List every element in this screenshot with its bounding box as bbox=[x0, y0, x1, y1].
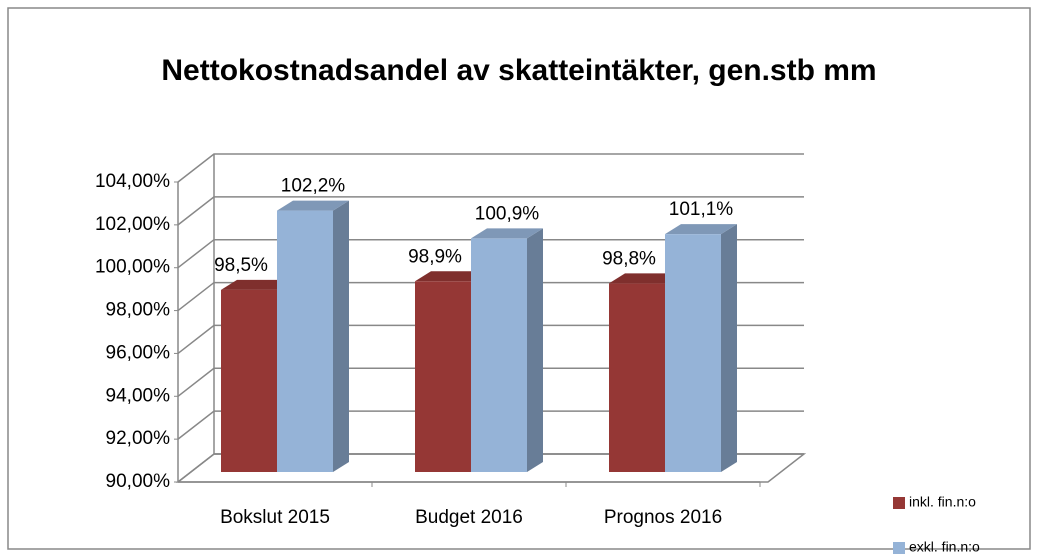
bar bbox=[665, 234, 721, 472]
grid-line bbox=[177, 367, 804, 397]
y-tick-label: 104,00% bbox=[95, 171, 170, 192]
bar bbox=[609, 283, 665, 472]
legend-swatch bbox=[893, 497, 905, 509]
y-tick-label: 92,00% bbox=[106, 428, 171, 449]
bar-side bbox=[721, 224, 737, 472]
data-label: 102,2% bbox=[281, 176, 346, 197]
y-tick-label: 94,00% bbox=[106, 385, 171, 406]
y-tick-label: 96,00% bbox=[106, 342, 171, 363]
bar-side bbox=[333, 200, 349, 473]
y-tick-label: 100,00% bbox=[95, 257, 170, 278]
y-tick-label: 102,00% bbox=[95, 214, 170, 235]
data-label: 101,1% bbox=[669, 199, 734, 220]
bar-top bbox=[665, 224, 737, 235]
data-label: 98,9% bbox=[408, 246, 462, 267]
bar bbox=[471, 238, 527, 472]
x-tick-label: Bokslut 2015 bbox=[220, 507, 330, 528]
grid-line bbox=[177, 196, 804, 226]
data-label: 98,8% bbox=[602, 248, 656, 269]
legend-label: exkl. fin.n:o bbox=[909, 539, 980, 555]
bar-top bbox=[277, 200, 349, 211]
bar-top bbox=[609, 273, 681, 284]
grid-line bbox=[177, 281, 804, 312]
grid-line bbox=[177, 410, 804, 440]
legend-label: inkl. fin.n:o bbox=[909, 494, 976, 510]
chart-title: Nettokostnadsandel av skatteintäkter, ge… bbox=[161, 54, 876, 87]
data-label: 100,9% bbox=[475, 203, 540, 224]
grid-line bbox=[177, 324, 804, 355]
bar-side bbox=[527, 228, 543, 472]
legend-swatch bbox=[893, 542, 905, 554]
data-label: 98,5% bbox=[214, 255, 268, 276]
y-tick-label: 90,00% bbox=[106, 471, 171, 492]
x-tick-label: Prognos 2016 bbox=[604, 507, 722, 528]
bar bbox=[277, 210, 333, 473]
bar bbox=[415, 281, 471, 472]
y-tick-label: 98,00% bbox=[106, 300, 171, 321]
grid-line bbox=[177, 238, 804, 269]
grid-line bbox=[177, 153, 804, 183]
x-tick-label: Budget 2016 bbox=[415, 507, 523, 528]
bar-top bbox=[471, 228, 543, 239]
grid-line bbox=[177, 453, 804, 483]
bar-top bbox=[415, 271, 487, 282]
bar bbox=[221, 289, 277, 472]
bar-top bbox=[221, 279, 293, 290]
